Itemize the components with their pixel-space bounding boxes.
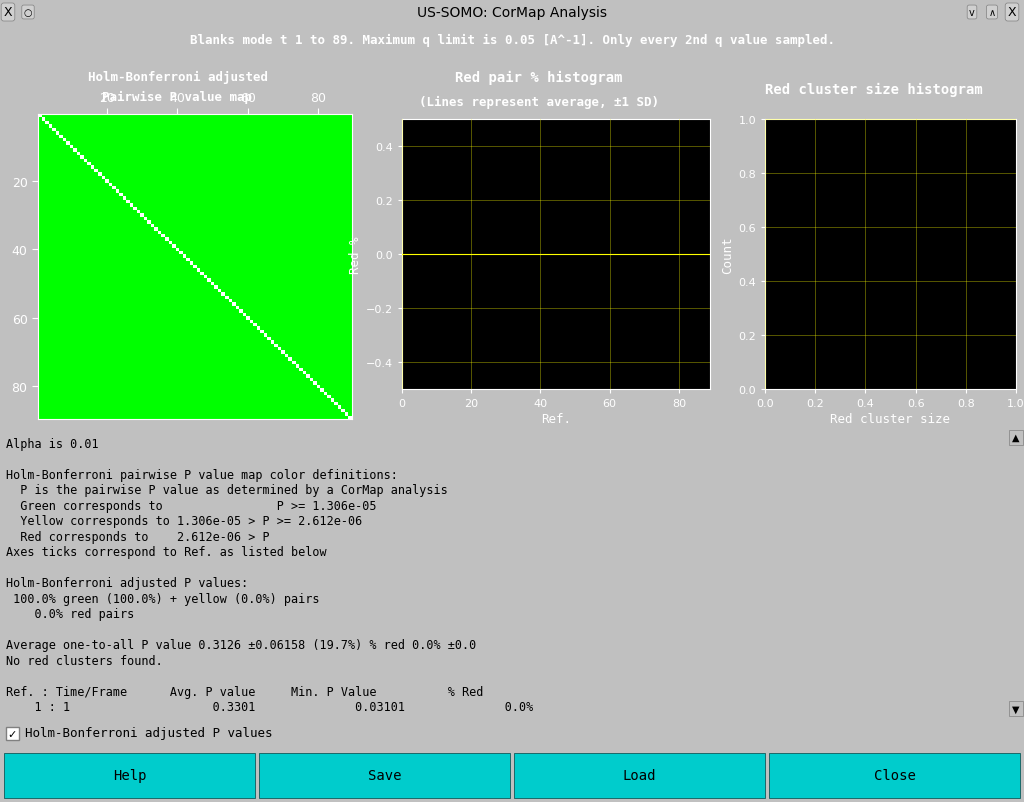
Text: No red clusters found.: No red clusters found. bbox=[6, 654, 163, 667]
Text: Holm-Bonferroni adjusted P values:: Holm-Bonferroni adjusted P values: bbox=[6, 577, 248, 589]
Text: ○: ○ bbox=[24, 8, 32, 18]
Text: US-SOMO: CorMap Analysis: US-SOMO: CorMap Analysis bbox=[417, 6, 607, 20]
Bar bbox=[514, 753, 765, 798]
Y-axis label: Red %: Red % bbox=[349, 236, 361, 273]
Bar bbox=[1009, 431, 1023, 445]
Text: ✓: ✓ bbox=[7, 729, 16, 739]
Text: Red pair % histogram: Red pair % histogram bbox=[456, 71, 623, 85]
Text: 100.0% green (100.0%) + yellow (0.0%) pairs: 100.0% green (100.0%) + yellow (0.0%) pa… bbox=[6, 592, 319, 606]
X-axis label: Ref.: Ref. bbox=[541, 413, 571, 426]
Text: Close: Close bbox=[873, 768, 915, 783]
Text: ▼: ▼ bbox=[1013, 704, 1020, 714]
Text: 0.0% red pairs: 0.0% red pairs bbox=[6, 608, 134, 621]
Text: X: X bbox=[1008, 6, 1016, 19]
Text: Load: Load bbox=[623, 768, 656, 783]
Text: Holm-Bonferroni pairwise P value map color definitions:: Holm-Bonferroni pairwise P value map col… bbox=[6, 468, 398, 481]
Text: 1 : 1                    0.3301              0.03101              0.0%: 1 : 1 0.3301 0.03101 0.0% bbox=[6, 701, 534, 714]
Text: Save: Save bbox=[368, 768, 401, 783]
Text: X: X bbox=[4, 6, 12, 19]
Text: Average one-to-all P value 0.3126 ±0.06158 (19.7%) % red 0.0% ±0.0: Average one-to-all P value 0.3126 ±0.061… bbox=[6, 638, 476, 652]
Text: Holm-Bonferroni adjusted: Holm-Bonferroni adjusted bbox=[87, 71, 267, 83]
Text: Blanks mode t 1 to 89. Maximum q limit is 0.05 [A^-1]. Only every 2nd q value sa: Blanks mode t 1 to 89. Maximum q limit i… bbox=[189, 34, 835, 47]
Text: Axes ticks correspond to Ref. as listed below: Axes ticks correspond to Ref. as listed … bbox=[6, 546, 327, 559]
Text: ▲: ▲ bbox=[1013, 432, 1020, 443]
Text: Pairwise P value map: Pairwise P value map bbox=[102, 91, 253, 103]
Text: (Lines represent average, ±1 SD): (Lines represent average, ±1 SD) bbox=[419, 95, 659, 108]
Text: P is the pairwise P value as determined by a CorMap analysis: P is the pairwise P value as determined … bbox=[6, 484, 447, 497]
Bar bbox=[259, 753, 510, 798]
Y-axis label: Count: Count bbox=[721, 236, 734, 273]
Bar bbox=[6, 727, 19, 740]
X-axis label: Red cluster size: Red cluster size bbox=[830, 413, 950, 426]
Text: Yellow corresponds to 1.306e-05 > P >= 2.612e-06: Yellow corresponds to 1.306e-05 > P >= 2… bbox=[6, 515, 362, 528]
Text: Green corresponds to                P >= 1.306e-05: Green corresponds to P >= 1.306e-05 bbox=[6, 500, 377, 512]
Text: Help: Help bbox=[113, 768, 146, 783]
Bar bbox=[1009, 701, 1023, 716]
Bar bbox=[4, 753, 255, 798]
Text: Alpha is 0.01: Alpha is 0.01 bbox=[6, 437, 98, 451]
Text: ∧: ∧ bbox=[988, 8, 995, 18]
Text: Ref. : Time/Frame      Avg. P value     Min. P Value          % Red: Ref. : Time/Frame Avg. P value Min. P Va… bbox=[6, 685, 483, 698]
Text: v: v bbox=[969, 8, 975, 18]
Text: Red corresponds to    2.612e-06 > P: Red corresponds to 2.612e-06 > P bbox=[6, 530, 269, 543]
Text: Red cluster size histogram: Red cluster size histogram bbox=[765, 83, 982, 97]
Text: Holm-Bonferroni adjusted P values: Holm-Bonferroni adjusted P values bbox=[25, 727, 272, 739]
Bar bbox=[769, 753, 1020, 798]
